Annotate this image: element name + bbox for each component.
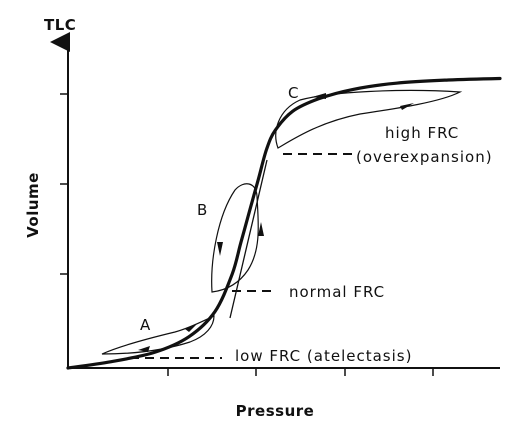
hysteresis-loop-b <box>211 183 264 293</box>
annotation-high-frc: high FRC <box>385 124 459 142</box>
loop-label-a: A <box>140 316 151 334</box>
y-axis-top-label: TLC <box>44 16 76 34</box>
hysteresis-loop-a <box>101 315 215 355</box>
axis-ticks <box>60 93 434 376</box>
annotation-low-frc: low FRC (atelectasis) <box>235 347 412 365</box>
loop-label-c: C <box>288 84 298 102</box>
annotation-overexpansion: (overexpansion) <box>356 148 493 166</box>
y-axis-title: Volume <box>24 172 42 238</box>
x-axis-title: Pressure <box>236 402 315 420</box>
hysteresis-loop-c <box>275 89 463 149</box>
pressure-volume-curve <box>66 76 502 370</box>
loop-label-b: B <box>197 201 207 219</box>
annotation-normal-frc: normal FRC <box>289 283 385 301</box>
